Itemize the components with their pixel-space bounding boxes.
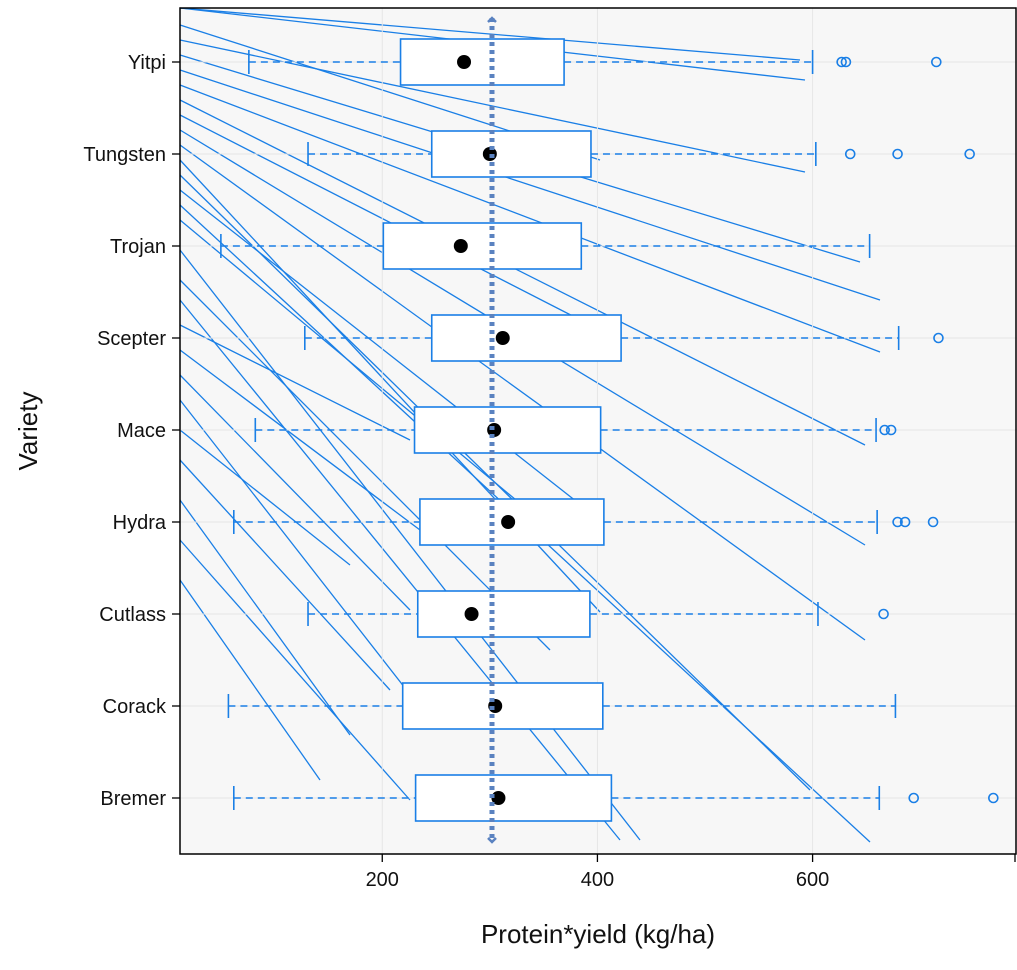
x-tick-label: 400 <box>581 869 614 891</box>
y-tick-label: Corack <box>103 696 167 718</box>
box-layer <box>220 38 999 822</box>
decorative-fan-line <box>179 374 411 611</box>
box-group-mace <box>254 406 897 454</box>
box-group-yitpi <box>248 38 942 86</box>
outlier-point <box>844 148 856 160</box>
y-tick-label: Tungsten <box>83 144 166 166</box>
decorative-fan-line <box>179 249 641 841</box>
decorative-fan-line <box>179 499 351 736</box>
box-group-trojan <box>220 222 871 270</box>
outlier-point <box>836 56 847 68</box>
outlier-point <box>878 608 889 620</box>
median-dot <box>501 515 516 529</box>
outlier-point <box>879 424 890 436</box>
decorative-fan-line <box>179 69 881 301</box>
box-iqr <box>413 406 602 454</box>
decorative-fan-line <box>179 189 601 521</box>
outlier-point <box>892 516 903 528</box>
decorative-fan-line <box>179 429 351 566</box>
outlier-point <box>964 148 975 160</box>
decorative-fan-line <box>179 99 866 446</box>
axes-layer: 200 400 600 Bremer Corack Cutlass Hydra Mace Sce… <box>83 7 1017 891</box>
outlier-point <box>892 148 903 160</box>
box-iqr <box>401 682 604 730</box>
y-tick-label: Scepter <box>97 328 166 350</box>
box-iqr <box>430 314 622 362</box>
decorative-fan-line <box>179 299 621 841</box>
box-iqr <box>430 130 592 178</box>
outlier-point <box>908 792 920 804</box>
decorative-fan-line <box>179 579 321 781</box>
box-group-cutlass <box>307 590 889 638</box>
x-axis-title: Protein*yield (kg/ha) <box>481 919 715 949</box>
box-group-corack <box>227 682 897 730</box>
y-tick-label: Mace <box>117 420 166 442</box>
decorative-fan-line <box>179 144 866 641</box>
x-tick-label: 600 <box>796 869 829 891</box>
median-dot <box>453 239 468 253</box>
median-dot <box>464 607 479 621</box>
median-dot <box>495 331 510 345</box>
y-tick-label: Trojan <box>110 236 166 258</box>
decorative-fan-line <box>179 399 431 721</box>
outlier-point <box>899 516 911 528</box>
box-group-scepter <box>303 314 944 362</box>
outlier-point <box>840 56 852 68</box>
decorative-fan-line <box>179 84 881 353</box>
decorative-fan-line <box>179 459 391 691</box>
box-iqr <box>414 774 613 822</box>
box-group-tungsten <box>307 130 975 178</box>
y-tick-label: Yitpi <box>128 52 166 74</box>
outlier-point <box>927 516 939 528</box>
x-tick-label: 200 <box>366 869 399 891</box>
box-group-hydra <box>232 498 939 546</box>
y-tick-label: Hydra <box>113 512 167 534</box>
y-tick-label: Bremer <box>100 788 166 810</box>
box-group-bremer <box>232 774 999 822</box>
decorative-fan-line <box>179 219 541 521</box>
decorative-fan-line <box>179 324 411 441</box>
outlier-point <box>988 792 999 804</box>
y-axis-title: Variety <box>13 392 43 471</box>
outlier-point <box>933 332 944 344</box>
decorative-fan-line <box>179 349 421 531</box>
box-iqr <box>382 222 583 270</box>
median-dot <box>457 55 472 69</box>
box-iqr <box>416 590 591 638</box>
outlier-point <box>931 56 942 68</box>
decorative-fan-line <box>179 539 411 801</box>
outlier-point <box>885 424 897 436</box>
box-iqr <box>399 38 565 86</box>
y-tick-label: Cutlass <box>99 604 166 626</box>
